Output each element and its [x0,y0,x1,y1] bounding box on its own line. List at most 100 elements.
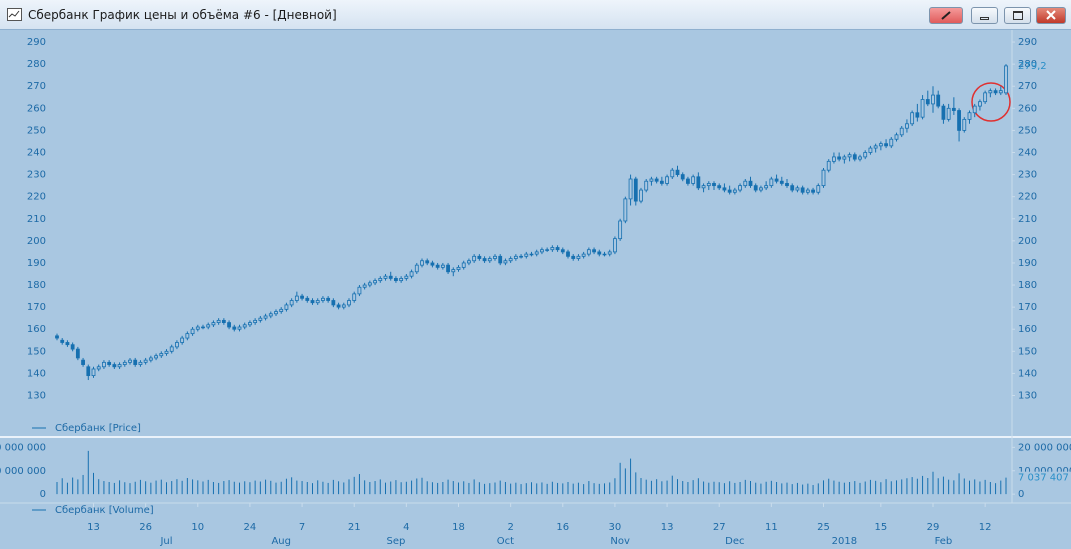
candle-body [242,324,247,328]
candle-body [347,300,351,306]
candle-body [143,359,148,363]
candle-body [216,319,221,323]
candle-body [493,255,497,259]
candle-body [1004,65,1008,94]
month-label: Jul [159,536,172,547]
maximize-button[interactable] [1004,7,1031,24]
candle-body [164,350,169,354]
y-tick-label: 250 [27,125,46,136]
candle-body [289,300,294,306]
maximize-icon [1013,11,1023,20]
month-label: Aug [271,536,291,547]
candle-body [978,101,982,107]
y-tick-label: 290 [27,37,46,48]
candle-body [691,176,696,184]
y-tick-label: 250 [1018,125,1037,136]
candle-body [394,278,398,282]
candle-body [988,90,993,94]
candle-body [837,156,842,160]
y-tick-label: 200 [27,236,46,247]
y-tick-label: 270 [1018,81,1037,92]
candle-body [399,278,404,282]
candle-body [237,326,242,330]
candle-body [743,180,748,187]
month-label: Nov [610,536,630,547]
y-tick-label: 160 [27,324,46,335]
x-tick-label: 2 [507,522,513,533]
candle-body [654,178,659,182]
candle-body [764,185,769,189]
candle-body [409,271,414,277]
candle-body [753,185,758,191]
candle-body [279,308,284,312]
candle-body [571,255,576,259]
month-label: Dec [725,536,744,547]
minimize-button[interactable] [971,7,998,24]
y-tick-label: 130 [27,390,46,401]
candle-body [195,326,200,330]
y-tick-label: 170 [27,302,46,313]
y-tick-label: 170 [1018,302,1037,313]
candle-body [263,315,268,319]
candle-body [461,262,466,268]
candle-body [826,160,831,171]
x-tick-label: 11 [765,522,778,533]
candle-body [915,112,920,118]
candle-body [430,262,435,266]
candle-body [378,278,383,282]
candle-body [800,187,805,193]
volume-tick-label: 10 000 000 [1018,466,1071,477]
candle-body [868,147,873,153]
candle-body [232,326,237,330]
month-label: Oct [497,536,514,547]
y-tick-label: 210 [27,214,46,225]
month-label: 2018 [832,536,857,547]
close-button[interactable] [1036,7,1066,24]
candle-body [628,178,633,200]
candle-body [467,260,471,264]
candle-body [274,311,278,315]
y-tick-label: 240 [1018,147,1037,158]
candle-body [294,295,299,301]
candle-body [993,90,998,94]
candle-body [847,154,852,158]
candle-body [967,112,972,120]
candle-body [597,251,602,255]
candle-body [769,178,774,187]
volume-tick-label: 0 [40,489,46,500]
link-button[interactable] [929,7,963,24]
candle-body [941,105,946,120]
price-legend: Сбербанк [Price] [55,423,141,434]
y-tick-label: 260 [1018,103,1037,114]
y-tick-label: 230 [27,170,46,181]
candle-body [560,249,565,253]
candle-body [920,99,925,118]
candle-body [633,178,638,202]
candle-body [665,176,669,184]
y-tick-label: 230 [1018,170,1037,181]
link-icon [941,11,951,20]
candle-body [326,297,331,301]
month-label: Sep [386,536,405,547]
candle-body [529,253,534,256]
candle-body [550,247,555,251]
title-bar: Сбербанк График цены и объёма #6 - [Днев… [0,0,1071,30]
minimize-icon [980,17,989,20]
candle-body [878,143,883,147]
candle-body [644,180,649,191]
candle-body [566,251,570,257]
candle-body [373,280,377,284]
y-tick-label: 190 [27,258,46,269]
candle-body [858,156,862,160]
x-tick-label: 13 [661,522,674,533]
candle-body [805,189,810,193]
y-tick-label: 220 [1018,192,1037,203]
highlight-circle [971,82,1011,122]
candle-body [639,189,643,202]
candle-body [388,275,393,279]
volume-tick-label: 0 [1018,489,1024,500]
candle-body [122,361,127,365]
candle-body [253,319,258,323]
candle-body [983,92,988,103]
